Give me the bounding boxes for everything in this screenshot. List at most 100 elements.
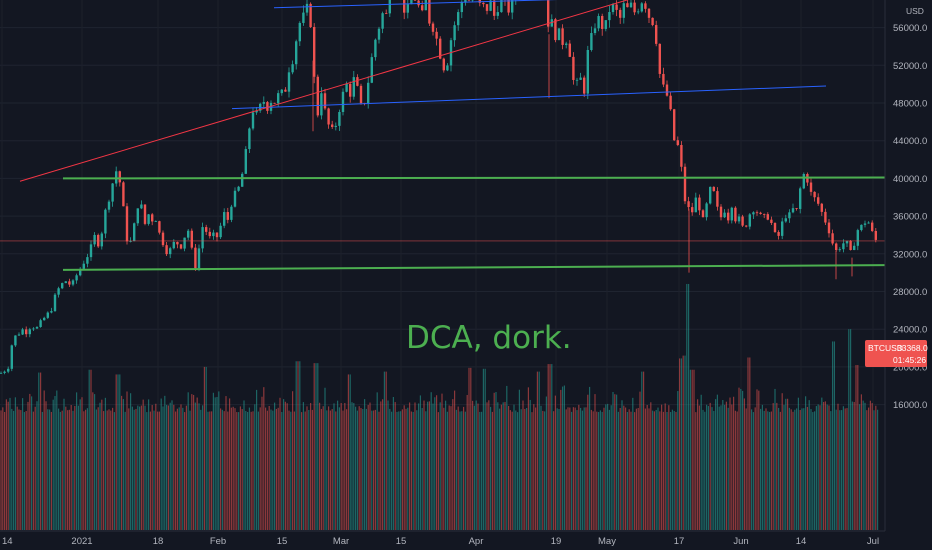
- candle-body[interactable]: [788, 212, 791, 219]
- candle-body[interactable]: [781, 221, 784, 236]
- candle-body[interactable]: [489, 0, 492, 11]
- candle-body[interactable]: [611, 4, 615, 13]
- candle-body[interactable]: [158, 221, 161, 233]
- candle-body[interactable]: [57, 288, 60, 295]
- candle-body[interactable]: [71, 280, 75, 285]
- candle-body[interactable]: [457, 12, 460, 26]
- candle-body[interactable]: [647, 8, 651, 18]
- candle-body[interactable]: [694, 197, 697, 213]
- candle-body[interactable]: [262, 102, 265, 104]
- candle-body[interactable]: [341, 91, 345, 113]
- candle-body[interactable]: [151, 214, 154, 222]
- candle-body[interactable]: [331, 124, 334, 127]
- candle-body[interactable]: [500, 0, 503, 13]
- candle-body[interactable]: [233, 190, 237, 207]
- candle-body[interactable]: [367, 82, 370, 104]
- candle-body[interactable]: [39, 320, 42, 327]
- candle-body[interactable]: [442, 58, 445, 71]
- candle-body[interactable]: [385, 13, 388, 15]
- candle-body[interactable]: [874, 230, 877, 240]
- candle-body[interactable]: [752, 212, 755, 215]
- candle-body[interactable]: [593, 28, 597, 34]
- candle-body[interactable]: [709, 186, 712, 204]
- candle-body[interactable]: [125, 206, 129, 242]
- candle-body[interactable]: [313, 27, 316, 77]
- candle-body[interactable]: [485, 4, 489, 11]
- candle-body[interactable]: [813, 191, 816, 198]
- candle-body[interactable]: [842, 243, 845, 250]
- candle-body[interactable]: [327, 108, 330, 125]
- candle-body[interactable]: [809, 182, 813, 192]
- candle-body[interactable]: [669, 95, 672, 110]
- candle-body[interactable]: [849, 240, 852, 251]
- candle-body[interactable]: [619, 9, 622, 18]
- candle-body[interactable]: [381, 13, 384, 29]
- candle-body[interactable]: [53, 294, 57, 312]
- candle-body[interactable]: [320, 93, 323, 116]
- candle-body[interactable]: [205, 227, 208, 232]
- candle-body[interactable]: [712, 186, 715, 192]
- candle-body[interactable]: [802, 174, 805, 189]
- candle-body[interactable]: [493, 0, 496, 16]
- candle-body[interactable]: [3, 371, 6, 373]
- candle-body[interactable]: [428, 0, 431, 24]
- candle-body[interactable]: [147, 214, 150, 224]
- candle-body[interactable]: [572, 56, 575, 80]
- candle-body[interactable]: [763, 213, 766, 215]
- candle-body[interactable]: [435, 31, 438, 39]
- candle-body[interactable]: [799, 188, 802, 209]
- candle-body[interactable]: [359, 85, 363, 104]
- candlestick-series[interactable]: [0, 0, 877, 375]
- candle-body[interactable]: [644, 3, 647, 9]
- candle-body[interactable]: [557, 28, 561, 41]
- candle-body[interactable]: [863, 223, 867, 225]
- candle-body[interactable]: [745, 225, 748, 227]
- candle-body[interactable]: [824, 211, 827, 223]
- price-axis[interactable]: USD 68000.064000.060000.056000.052000.04…: [884, 0, 927, 531]
- candle-body[interactable]: [14, 335, 17, 346]
- candle-body[interactable]: [586, 49, 589, 94]
- candle-body[interactable]: [705, 203, 708, 218]
- candle-body[interactable]: [827, 222, 831, 234]
- candle-body[interactable]: [10, 345, 13, 369]
- candle-body[interactable]: [845, 240, 849, 244]
- candle-body[interactable]: [853, 245, 856, 251]
- candle-body[interactable]: [583, 77, 586, 94]
- candle-body[interactable]: [35, 326, 39, 329]
- candle-body[interactable]: [575, 79, 579, 81]
- candle-body[interactable]: [737, 216, 741, 222]
- candle-body[interactable]: [640, 3, 643, 12]
- candle-body[interactable]: [352, 77, 355, 97]
- candle-body[interactable]: [507, 0, 510, 13]
- candle-body[interactable]: [374, 39, 377, 58]
- candle-body[interactable]: [820, 203, 823, 212]
- candle-body[interactable]: [280, 89, 283, 94]
- candle-body[interactable]: [302, 12, 305, 23]
- candle-body[interactable]: [244, 149, 247, 174]
- candle-body[interactable]: [835, 243, 838, 251]
- candle-body[interactable]: [734, 207, 737, 222]
- candle-body[interactable]: [662, 73, 665, 85]
- candle-body[interactable]: [626, 3, 629, 8]
- candle-body[interactable]: [410, 0, 413, 5]
- candle-body[interactable]: [32, 328, 35, 330]
- candle-body[interactable]: [237, 186, 240, 191]
- candle-body[interactable]: [43, 317, 46, 321]
- candle-body[interactable]: [169, 248, 172, 255]
- candle-body[interactable]: [388, 0, 391, 14]
- candle-body[interactable]: [370, 57, 373, 83]
- candle-body[interactable]: [7, 368, 10, 372]
- time-axis[interactable]: 14 2021 18 Feb 15 Mar 15 Apr 19 May 17 Jun 14 Jul: [0, 530, 885, 547]
- candle-body[interactable]: [730, 207, 733, 221]
- candle-body[interactable]: [187, 230, 190, 238]
- drawing-tools[interactable]: [19, 0, 886, 271]
- candle-body[interactable]: [784, 218, 787, 222]
- candle-body[interactable]: [673, 109, 676, 141]
- candle-body[interactable]: [25, 329, 28, 335]
- candle-body[interactable]: [601, 16, 604, 29]
- candle-body[interactable]: [176, 241, 179, 245]
- candle-body[interactable]: [748, 214, 751, 227]
- candle-body[interactable]: [658, 43, 661, 74]
- candle-body[interactable]: [215, 232, 219, 238]
- candle-body[interactable]: [338, 112, 341, 126]
